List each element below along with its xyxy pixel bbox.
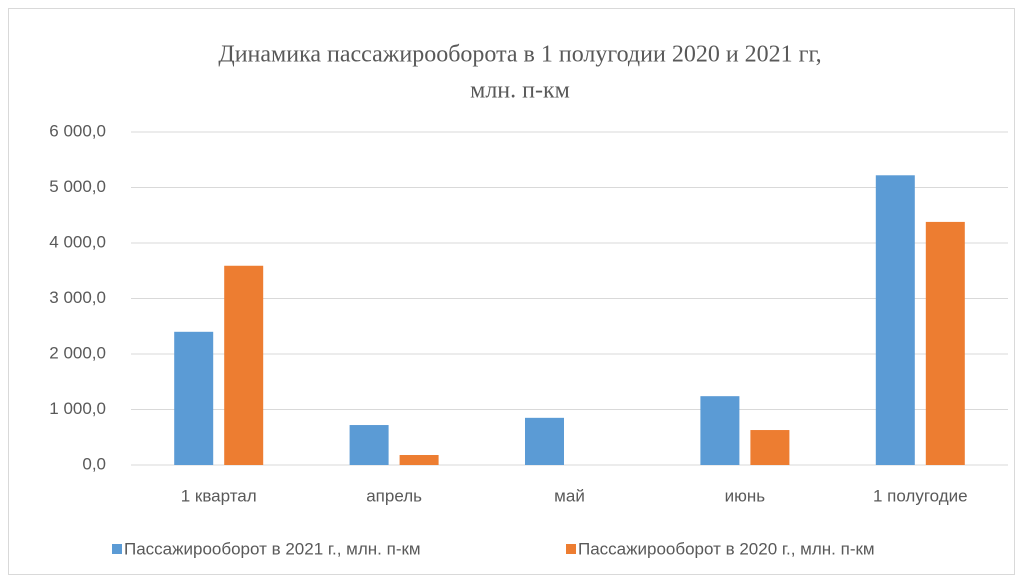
- legend-label: Пассажирооборот в 2020 г., млн. п-км: [578, 539, 875, 558]
- y-tick-label: 5 000,0: [49, 177, 106, 196]
- bar: [875, 175, 915, 466]
- bar: [174, 331, 214, 465]
- legend-label: Пассажирооборот в 2021 г., млн. п-км: [124, 539, 421, 558]
- y-tick-label: 3 000,0: [49, 288, 106, 307]
- y-tick-label: 0,0: [82, 454, 106, 473]
- bar: [750, 430, 790, 465]
- chart-title: млн. п-км: [470, 78, 570, 104]
- y-tick-label: 6 000,0: [49, 121, 106, 140]
- y-tick-label: 1 000,0: [49, 399, 106, 418]
- x-tick-label: апрель: [366, 486, 422, 505]
- bar: [525, 417, 564, 465]
- y-tick-label: 4 000,0: [49, 232, 106, 251]
- bar: [224, 265, 264, 465]
- x-tick-label: май: [554, 486, 585, 505]
- bar: [925, 221, 965, 465]
- x-tick-label: 1 полугодие: [873, 486, 968, 505]
- bar: [349, 425, 389, 465]
- x-tick-label: 1 квартал: [181, 486, 257, 505]
- y-tick-label: 2 000,0: [49, 343, 106, 362]
- chart-title: Динамика пассажирооборота в 1 полугодии …: [218, 42, 821, 68]
- bar: [399, 455, 439, 465]
- bar: [700, 396, 740, 465]
- chart-border: [8, 8, 1015, 575]
- legend-swatch: [112, 544, 122, 554]
- x-tick-label: июнь: [725, 486, 766, 505]
- legend-swatch: [566, 544, 576, 554]
